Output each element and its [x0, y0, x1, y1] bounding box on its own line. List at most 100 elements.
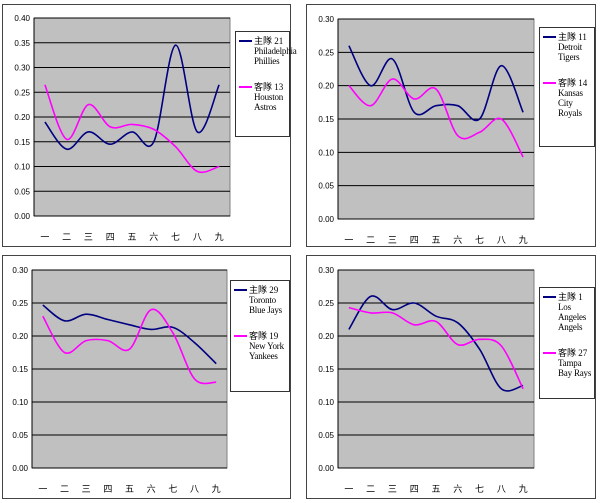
- x-tick-label: 二: [366, 236, 375, 246]
- x-tick-label: 六: [453, 483, 462, 495]
- x-tick-label: 二: [366, 485, 375, 495]
- y-tick-label: 0.05: [318, 182, 334, 191]
- legend-item-away: 客隊 14 Kansas City Royals: [543, 78, 592, 118]
- legend-item-home: 主隊 29 Toronto Blue Jays: [234, 285, 287, 315]
- legend-label-home: 主隊 11: [558, 32, 587, 42]
- y-tick-label: 0.10: [14, 163, 30, 172]
- legend-item-away: 客隊 27 Tampa Bay Rays: [543, 348, 592, 378]
- series-line-home: [44, 44, 220, 151]
- x-tick-label: 四: [106, 233, 115, 243]
- series-line-home: [348, 295, 524, 392]
- legend-team-home: Los Angeles Angels: [558, 302, 587, 332]
- legend-label-away: 客隊 19: [249, 331, 279, 341]
- legend-label-away: 客隊 13: [254, 82, 284, 92]
- y-tick-label: 0.10: [318, 398, 334, 407]
- y-tick-label: 0.15: [12, 365, 28, 374]
- x-tick-label: 九: [519, 235, 528, 246]
- y-tick-label: 0.25: [14, 88, 30, 97]
- x-tick-label: 一: [38, 485, 47, 495]
- chart-2-plot: 0.00 0.05 0.10 0.15 0.20 0.25 0.30 一 二 三 四 五 六 七 八 九: [318, 15, 535, 246]
- legend-team-away: Kansas City Royals: [558, 88, 583, 118]
- y-tick-label: 0.05: [12, 431, 28, 440]
- x-tick-label: 六: [453, 234, 462, 246]
- y-tick-label: 0.20: [14, 113, 30, 122]
- y-tick-label: 0.20: [318, 332, 334, 341]
- legend-label-away: 客隊 27: [558, 348, 588, 358]
- legend-item-home: 主隊 1 Los Angeles Angels: [543, 292, 592, 332]
- x-tick-label: 二: [60, 485, 69, 495]
- x-tick-label: 七: [475, 484, 484, 495]
- y-tick-label: 0.10: [12, 398, 28, 407]
- y-tick-label: 0.20: [12, 332, 28, 341]
- y-tick-label: 0.30: [318, 266, 334, 275]
- series-line-away: [348, 78, 524, 158]
- chart-1-legend: 主隊 21 Philadelphia Phillies 客隊 13 Houston …: [235, 31, 297, 137]
- x-tick-label: 四: [410, 236, 419, 246]
- y-tick-label: 0.20: [318, 82, 334, 91]
- x-tick-label: 五: [431, 236, 440, 246]
- x-tick-label: 七: [168, 484, 177, 495]
- legend-team-home: Toronto Blue Jays: [249, 295, 282, 315]
- x-tick-label: 五: [127, 233, 136, 243]
- x-tick-label: 六: [147, 483, 156, 495]
- legend-item-home: 主隊 21 Philadelphia Phillies: [239, 36, 297, 66]
- y-tick-label: 0.30: [12, 266, 28, 275]
- x-tick-label: 三: [82, 485, 91, 495]
- x-tick-label: 四: [410, 485, 419, 495]
- x-tick-label: 九: [215, 232, 224, 243]
- y-tick-label: 0.25: [12, 299, 28, 308]
- chart-4-plot: 0.00 0.05 0.10 0.15 0.20 0.25 0.30 一 二 三 四 五 六 七 八 九: [318, 266, 535, 495]
- x-tick-label: 六: [149, 231, 158, 243]
- y-tick-label: 0.30: [14, 64, 30, 73]
- x-tick-label: 一: [40, 233, 49, 243]
- legend-label-home: 主隊 21: [254, 36, 284, 46]
- x-tick-label: 八: [497, 485, 506, 495]
- legend-label-away: 客隊 14: [558, 78, 588, 88]
- legend-team-away: Houston Astros: [254, 92, 284, 112]
- y-tick-label: 0.00: [318, 464, 334, 473]
- legend-swatch-home: [234, 289, 247, 291]
- legend-label-home: 主隊 1: [558, 292, 583, 302]
- y-tick-label: 0.15: [318, 365, 334, 374]
- series-line-home: [42, 304, 217, 365]
- legend-team-home: Detroit Tigers: [558, 42, 583, 62]
- legend-swatch-away: [239, 86, 252, 88]
- chart-panel-4: 0.00 0.05 0.10 0.15 0.20 0.25 0.30 一 二 三 四 五 六 七 八 九 主隊…: [306, 255, 596, 499]
- chart-panel-2: 0.00 0.05 0.10 0.15 0.20 0.25 0.30 一 二 三 四 五 六 七 八 九 主隊…: [306, 4, 596, 247]
- chart-panel-3: 0.00 0.05 0.10 0.15 0.20 0.25 0.30 一 二 三 四 五 六 七 八 九 主隊…: [2, 255, 291, 499]
- legend-team-home: Philadelphia Phillies: [254, 46, 297, 66]
- legend-swatch-home: [543, 36, 556, 38]
- y-tick-label: 0.40: [14, 14, 30, 23]
- x-tick-label: 八: [193, 233, 202, 243]
- series-line-home: [348, 45, 524, 122]
- legend-swatch-away: [543, 352, 556, 354]
- series-line-away: [42, 308, 217, 385]
- chart-3-legend: 主隊 29 Toronto Blue Jays 客隊 19 New York Yan…: [230, 280, 290, 392]
- series-line-away: [348, 306, 524, 390]
- y-tick-label: 0.25: [318, 299, 334, 308]
- x-tick-label: 九: [212, 484, 221, 495]
- legend-item-home: 主隊 11 Detroit Tigers: [543, 32, 592, 62]
- legend-swatch-home: [239, 40, 252, 42]
- chart-2-legend: 主隊 11 Detroit Tigers 客隊 14 Kansas City Roy…: [539, 27, 595, 147]
- y-tick-label: 0.05: [318, 431, 334, 440]
- legend-label-home: 主隊 29: [249, 285, 279, 295]
- chart-panel-1: 0.00 0.05 0.10 0.15 0.20 0.25 0.30 0.35 0.40 一 二 三 四…: [2, 4, 297, 247]
- x-tick-label: 二: [62, 233, 71, 243]
- legend-team-away: Tampa Bay Rays: [558, 358, 592, 378]
- x-tick-label: 三: [388, 485, 397, 495]
- y-tick-label: 0.00: [14, 212, 30, 221]
- y-tick-label: 0.25: [318, 48, 334, 57]
- x-tick-label: 七: [475, 235, 484, 246]
- chart-3-plot: 0.00 0.05 0.10 0.15 0.20 0.25 0.30 一 二 三 四 五 六 七 八 九: [12, 266, 228, 495]
- x-tick-label: 五: [125, 485, 134, 495]
- legend-item-away: 客隊 19 New York Yankees: [234, 331, 287, 361]
- x-tick-label: 三: [84, 233, 93, 243]
- x-tick-label: 一: [344, 236, 353, 246]
- y-tick-label: 0.10: [318, 148, 334, 157]
- legend-item-away: 客隊 13 Houston Astros: [239, 82, 287, 112]
- x-tick-label: 九: [519, 484, 528, 495]
- x-tick-label: 七: [171, 232, 180, 243]
- legend-team-away: New York Yankees: [249, 341, 284, 361]
- x-tick-label: 八: [190, 485, 199, 495]
